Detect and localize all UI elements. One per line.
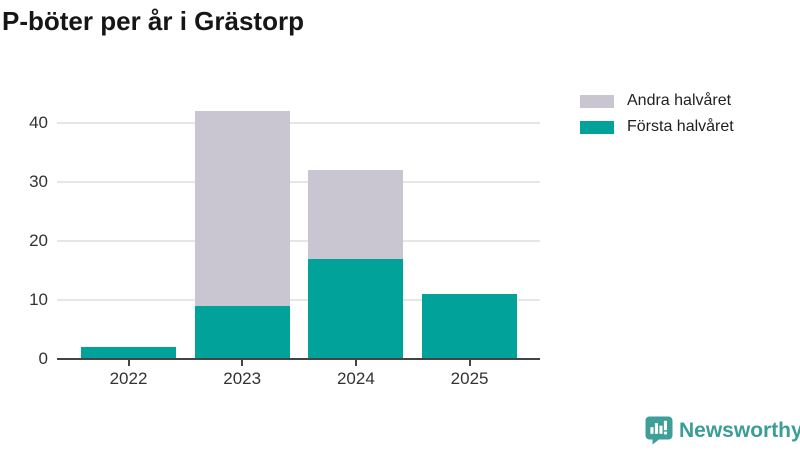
x-tick-label: 2025 <box>450 369 489 388</box>
exclamation-icon <box>663 420 667 431</box>
x-axis-line <box>57 358 540 360</box>
newsworthy-logo-text: Newsworthy <box>679 418 800 442</box>
gridline <box>57 239 540 242</box>
legend-swatch <box>580 94 614 108</box>
y-tick-label: 0 <box>38 349 48 368</box>
x-tick-label: 2023 <box>223 369 262 388</box>
bar-segment-second-half <box>194 110 290 306</box>
gridline <box>57 180 540 183</box>
y-tick-label: 30 <box>29 171 48 191</box>
x-tick <box>127 360 130 366</box>
bar-segment-first-half <box>308 258 404 359</box>
y-tick-label: 40 <box>29 112 48 132</box>
bar-segment-first-half <box>194 305 290 359</box>
y-tick-label: 10 <box>29 289 48 309</box>
legend: Andra halvåret Första halvåret <box>580 92 734 136</box>
x-tick <box>354 360 357 366</box>
bar-segment-second-half <box>308 169 404 259</box>
gridline <box>57 121 540 124</box>
gridline <box>57 298 540 301</box>
x-tick <box>468 360 471 366</box>
newsworthy-logo[interactable]: Newsworthy <box>645 416 800 445</box>
x-tick-label: 2022 <box>109 369 148 388</box>
plot-area <box>57 93 540 359</box>
bar-chart-icon <box>650 427 654 434</box>
legend-item: Andra halvåret <box>580 92 734 110</box>
x-tick-label: 2024 <box>336 369 375 388</box>
legend-label: Andra halvåret <box>627 92 732 109</box>
chart-title: P-böter per år i Grästorp <box>2 6 304 36</box>
bar-segment-first-half <box>422 293 518 359</box>
legend-item: Första halvåret <box>580 118 734 136</box>
newsworthy-logo-icon <box>645 416 673 445</box>
legend-swatch <box>580 120 614 134</box>
legend-label: Första halvåret <box>627 118 734 135</box>
y-tick-label: 20 <box>29 230 48 250</box>
bar-segment-first-half <box>81 347 176 359</box>
x-tick <box>241 360 244 366</box>
